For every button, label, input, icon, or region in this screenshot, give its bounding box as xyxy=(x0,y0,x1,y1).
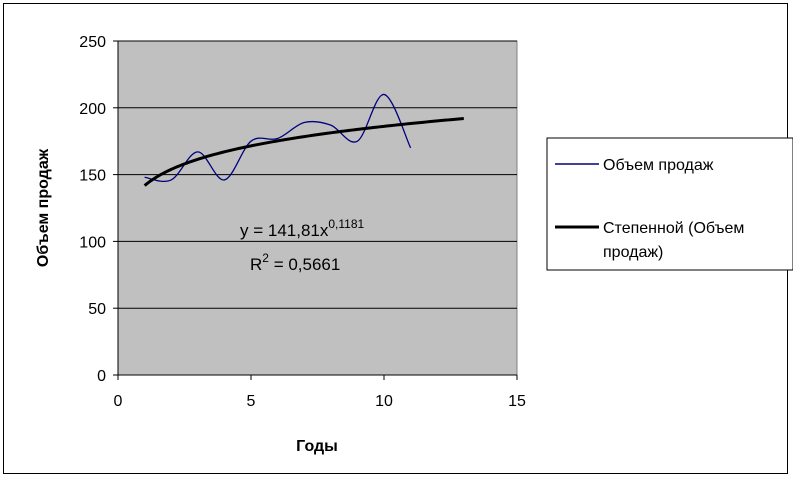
x-axis-ticks: 0 5 10 15 xyxy=(114,375,526,410)
series-line-sales xyxy=(144,93,412,183)
legend: Объем продаж Степенной (Объем продаж) xyxy=(546,137,793,271)
trend-equation: y = 141,81x0,1181 xyxy=(240,217,365,240)
x-tick-label: 15 xyxy=(508,393,526,410)
trendline-power xyxy=(143,117,464,187)
legend-label-trend-line2: продаж) xyxy=(603,244,663,261)
y-tick-label: 200 xyxy=(79,101,106,118)
x-tick-label: 10 xyxy=(375,393,393,410)
y-axis-title: Объем продаж xyxy=(35,148,52,267)
x-axis-title: Годы xyxy=(296,438,338,455)
y-tick-label: 150 xyxy=(79,168,106,185)
y-axis-ticks: 0 50 100 150 200 250 xyxy=(79,34,118,385)
y-tick-label: 250 xyxy=(79,34,106,51)
x-tick-label: 5 xyxy=(247,393,256,410)
r-squared-label: R2 = 0,5661 xyxy=(250,251,340,274)
gridlines xyxy=(118,40,517,309)
x-tick-label: 0 xyxy=(114,393,123,410)
legend-label-sales: Объем продаж xyxy=(603,157,714,174)
y-tick-label: 0 xyxy=(97,368,106,385)
plot-area xyxy=(117,40,518,376)
legend-label-trend-line1: Степенной (Объем xyxy=(603,220,744,237)
axes xyxy=(117,41,517,376)
y-tick-label: 50 xyxy=(88,301,106,318)
y-tick-label: 100 xyxy=(79,234,106,251)
legend-box xyxy=(546,137,793,271)
